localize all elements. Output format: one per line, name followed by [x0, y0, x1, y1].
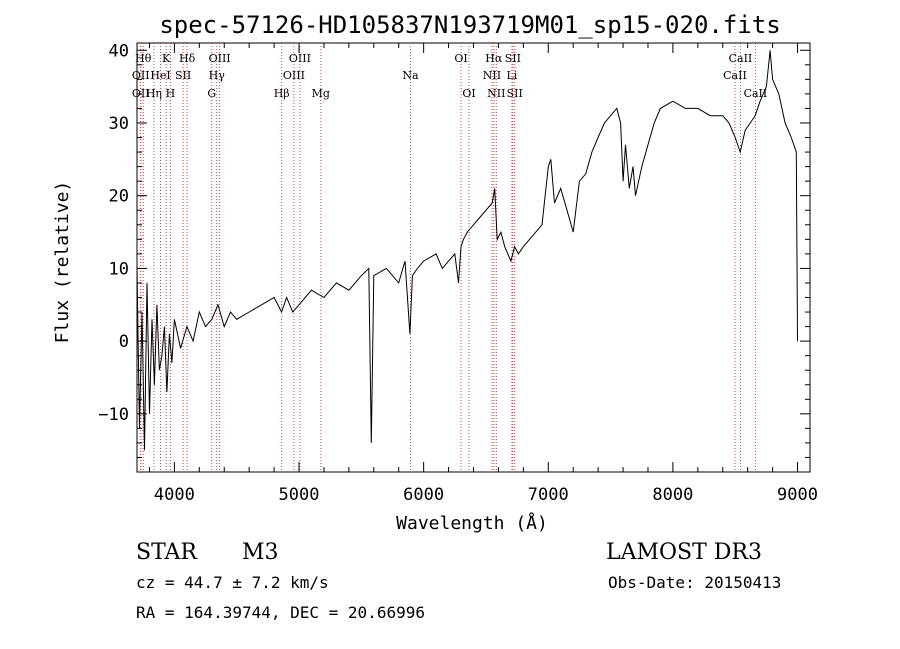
object-class: STAR: [136, 540, 197, 565]
y-tick-label: −10: [98, 405, 129, 425]
x-tick-label: 5000: [279, 485, 320, 505]
spectral-line-label: CaII: [744, 87, 768, 100]
spectral-line-label: Hβ: [274, 87, 290, 100]
x-tick-label: 9000: [777, 485, 818, 505]
spectral-line-label: Hη: [146, 87, 162, 100]
spectral-line-label: SII: [505, 52, 521, 65]
spectral-line-label: CaII: [729, 52, 753, 65]
y-tick-label: 40: [109, 41, 129, 61]
spectral-line-label: OI: [462, 87, 475, 100]
spectral-line-label: SII: [507, 87, 523, 100]
spectral-line-label: OIII: [209, 52, 231, 65]
spectral-line-label: SII: [175, 69, 191, 82]
spectral-line-label: CaII: [723, 69, 747, 82]
spectral-line-label: Hγ: [209, 69, 226, 82]
spectral-line-label: Hα: [485, 52, 503, 65]
y-tick-label: 10: [109, 259, 129, 279]
chart-title: spec-57126-HD105837N193719M01_sp15-020.f…: [159, 11, 780, 39]
x-tick-label: 4000: [154, 485, 195, 505]
spectral-line-label: OII: [132, 69, 150, 82]
spectral-line-label: Mg: [312, 87, 330, 100]
coordinates: RA = 164.39744, DEC = 20.66996: [136, 603, 425, 622]
observation-date: Obs-Date: 20150413: [608, 573, 782, 592]
y-tick-label: 30: [109, 114, 129, 134]
y-tick-label: 20: [109, 187, 129, 207]
spectral-line-label: G: [207, 87, 216, 100]
spectral-line-label: HeI: [150, 69, 170, 82]
spectral-line-label: Na: [402, 69, 419, 82]
spectral-line-label: Hδ: [179, 52, 196, 65]
spectral-line-labels: HθOIIOIIHηHeIKHSIIHδGHγOIIIHβOIIIOIIIMgN…: [132, 52, 767, 100]
redshift-velocity: cz = 44.7 ± 7.2 km/s: [136, 573, 329, 592]
spectral-line-label: NII: [483, 69, 501, 82]
x-tick-label: 7000: [528, 485, 569, 505]
x-axis-ticks: 4000 5000 6000 7000 8000 9000: [148, 43, 818, 505]
x-tick-label: 6000: [403, 485, 444, 505]
spectral-line-label: OIII: [289, 52, 311, 65]
spectral-line-label: Li: [506, 69, 517, 82]
survey-name: LAMOST DR3: [606, 540, 762, 565]
object-subclass: M3: [242, 540, 279, 565]
y-tick-label: 0: [119, 332, 129, 352]
x-axis-label: Wavelength (Å): [396, 512, 548, 534]
spectral-line-label: NII: [487, 87, 505, 100]
spectral-line-label: OI: [454, 52, 467, 65]
spectrum-line: [136, 50, 798, 451]
y-axis-ticks: −10 0 10 20 30 40: [98, 41, 810, 458]
y-axis-label: Flux (relative): [52, 181, 73, 344]
spectral-line-markers: [140, 43, 756, 472]
spectral-line-label: H: [166, 87, 176, 100]
plot-frame: [136, 42, 811, 473]
spectral-line-label: K: [162, 52, 171, 65]
x-tick-label: 8000: [652, 485, 693, 505]
spectral-line-label: OIII: [283, 69, 305, 82]
spectral-line-label: Hθ: [135, 52, 152, 65]
